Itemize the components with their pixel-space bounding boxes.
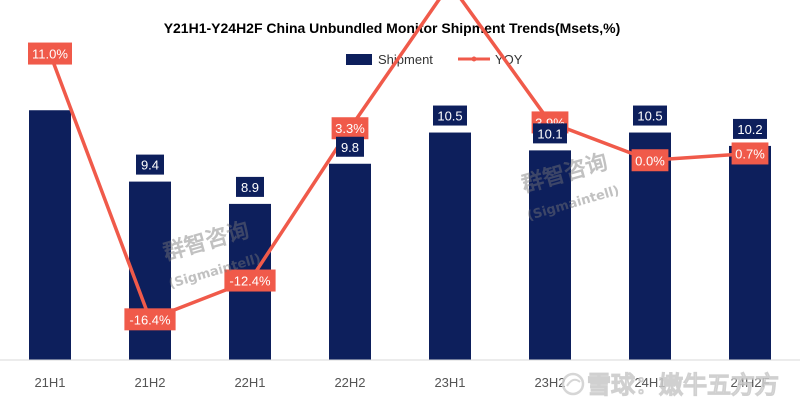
x-tick-label: 21H1 (34, 375, 65, 390)
yoy-value-label: 0.0% (635, 153, 665, 168)
bar-value-label-bg (533, 123, 567, 144)
yoy-value-label: 11.0% (32, 47, 68, 62)
bar-shipment-21h1 (29, 110, 71, 361)
bar-shipment-22h2 (329, 163, 371, 360)
yoy-value-label-bg (224, 269, 276, 292)
bar-value-label: 10.5 (437, 109, 462, 124)
bar-value-label-bg (733, 118, 767, 139)
bar-labels-group: 9.4 8.9 9.8 10.5 10.1 10.5 10.2 (136, 105, 767, 197)
x-tick-label: 22H1 (234, 375, 265, 390)
footer-watermark: 雪球：嫩牛五方方 (561, 371, 779, 399)
yoy-value-label: 0.7% (735, 146, 765, 161)
x-tick-label: 24H1 (634, 375, 665, 390)
x-tick-label: 23H2 (534, 375, 565, 390)
bar-shipment-23h1 (429, 132, 471, 360)
bar-shipment-21h2 (129, 181, 171, 360)
legend: Shipment YOY (346, 52, 523, 67)
bar-value-label-bg (336, 136, 364, 157)
x-tick-labels: 21H1 21H2 22H1 22H2 23H1 23H2 24H1 24H2F (34, 375, 769, 390)
yoy-value-label-bg (331, 117, 369, 140)
x-tick-label: 24H2F (730, 375, 769, 390)
yoy-value-label-bg (124, 308, 176, 331)
bar-value-label: 10.5 (637, 109, 662, 124)
bar-value-label: 10.1 (537, 126, 562, 141)
x-tick-label: 21H2 (134, 375, 165, 390)
bar-shipment-24h2f (729, 145, 771, 360)
legend-shipment-label: Shipment (378, 52, 433, 67)
chart-title: Y21H1-Y24H2F China Unbundled Monitor Shi… (164, 20, 621, 36)
bar-value-label: 9.8 (341, 140, 359, 155)
bar-value-label: 8.9 (241, 180, 259, 195)
x-tick-label: 22H2 (334, 375, 365, 390)
bar-value-label-bg (433, 105, 467, 126)
yoy-value-label-bg (631, 149, 669, 172)
footer-watermark-text: 雪球：嫩牛五方方 (587, 371, 779, 399)
bar-shipment-23h2 (529, 150, 571, 360)
legend-yoy-marker (471, 56, 477, 62)
yoy-value-label-bg (28, 42, 72, 65)
legend-shipment-swatch (346, 54, 372, 65)
bar-value-label: 9.4 (141, 158, 159, 173)
snowball-logo-icon (561, 372, 585, 396)
snowball-logo-swirl (566, 378, 581, 387)
yoy-value-label: -16.4% (129, 312, 171, 327)
bar-value-label: 10.2 (737, 122, 762, 137)
bar-value-label-bg (633, 105, 667, 126)
yoy-value-label-bg (731, 142, 769, 165)
bar-value-label-bg (136, 154, 164, 175)
x-tick-label: 23H1 (434, 375, 465, 390)
bar-value-label-bg (236, 176, 264, 197)
yoy-value-label: -12.4% (229, 274, 271, 289)
yoy-value-label: 3.3% (335, 121, 365, 136)
